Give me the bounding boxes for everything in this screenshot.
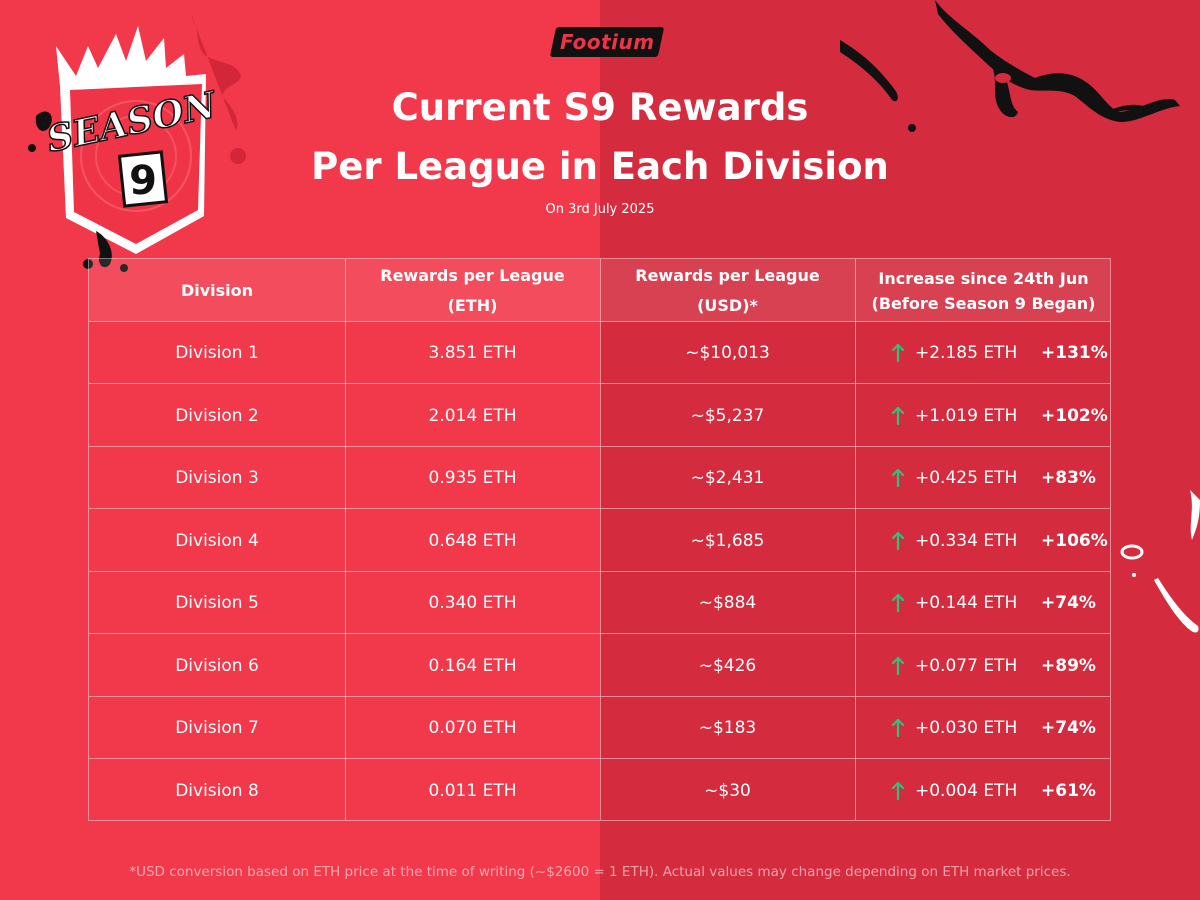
arrow-up-icon xyxy=(891,718,905,738)
table-row: Division 2 2.014 ETH ~$5,237 +1.019 ETH +102… xyxy=(89,385,1110,447)
date-subtitle: On 3rd July 2025 xyxy=(545,202,655,217)
increase-cell: +0.144 ETH +74% xyxy=(855,572,1112,634)
increase-eth: +0.334 ETH xyxy=(915,530,1018,551)
division-cell: Division 8 xyxy=(175,780,259,801)
eth-reward-cell: 0.648 ETH xyxy=(428,530,517,551)
increase-eth: +1.019 ETH xyxy=(915,405,1018,426)
increase-percent: +102% xyxy=(1041,405,1108,426)
increase-cell: +1.019 ETH +102% xyxy=(855,385,1112,447)
increase-cell: +0.004 ETH +61% xyxy=(855,760,1112,822)
eth-reward-cell: 0.340 ETH xyxy=(428,593,517,613)
increase-eth: +0.077 ETH xyxy=(915,655,1018,676)
increase-percent: +131% xyxy=(1041,343,1108,363)
increase-cell: +0.030 ETH +74% xyxy=(855,697,1112,759)
table-row: Division 8 0.011 ETH ~$30 +0.004 ETH +61% xyxy=(89,760,1110,822)
table-row: Division 4 0.648 ETH ~$1,685 +0.334 ETH +106… xyxy=(89,510,1110,572)
usd-reward-cell: ~$30 xyxy=(704,780,751,801)
division-cell: Division 3 xyxy=(175,468,259,488)
division-cell: Division 1 xyxy=(175,343,259,363)
table-row: Division 1 3.851 ETH ~$10,013 +2.185 ETH +13… xyxy=(89,322,1110,384)
table-row: Division 7 0.070 ETH ~$183 +0.030 ETH +74% xyxy=(89,697,1110,759)
logo-text: Footium xyxy=(559,30,655,54)
footium-logo: Footium xyxy=(549,27,665,57)
eth-reward-cell: 2.014 ETH xyxy=(428,405,517,426)
increase-eth: +0.425 ETH xyxy=(915,468,1018,488)
eth-reward-cell: 3.851 ETH xyxy=(428,343,517,363)
page-title-line2: Per League in Each Division xyxy=(311,145,889,188)
increase-percent: +89% xyxy=(1041,655,1096,676)
header-usd: Rewards per League (USD)* xyxy=(600,259,855,322)
arrow-up-icon xyxy=(891,343,905,363)
usd-reward-cell: ~$2,431 xyxy=(690,468,765,488)
header-increase-note: (Before Season 9 Began) xyxy=(871,293,1096,313)
division-cell: Division 4 xyxy=(175,530,259,551)
arrow-up-icon xyxy=(891,468,905,488)
increase-percent: +83% xyxy=(1041,468,1096,488)
header-division-label: Division xyxy=(180,281,254,300)
header-increase: Increase since 24th Jun (Before Season 9… xyxy=(855,259,1112,322)
column-divider xyxy=(345,259,346,820)
usd-reward-cell: ~$1,685 xyxy=(690,530,765,551)
column-divider xyxy=(855,259,856,820)
division-cell: Division 7 xyxy=(175,718,259,738)
usd-reward-cell: ~$5,237 xyxy=(690,405,765,426)
usd-reward-cell: ~$884 xyxy=(698,593,757,613)
eth-reward-cell: 0.935 ETH xyxy=(428,468,517,488)
eth-reward-cell: 0.011 ETH xyxy=(428,780,517,801)
header-eth-label: Rewards per League xyxy=(380,266,565,286)
usd-reward-cell: ~$426 xyxy=(698,655,757,676)
arrow-up-icon xyxy=(891,656,905,675)
table-header: Division Rewards per League (ETH) Reward… xyxy=(89,259,1110,322)
column-divider xyxy=(600,259,601,820)
arrow-up-icon xyxy=(891,406,905,425)
increase-percent: +74% xyxy=(1041,718,1096,738)
arrow-up-icon xyxy=(891,781,905,800)
increase-eth: +0.144 ETH xyxy=(915,593,1018,613)
table-row: Division 5 0.340 ETH ~$884 +0.144 ETH +74% xyxy=(89,572,1110,634)
increase-eth: +0.004 ETH xyxy=(915,780,1018,801)
footnote: *USD conversion based on ETH price at th… xyxy=(129,864,1071,880)
badge-number-text: 9 xyxy=(129,158,157,204)
division-cell: Division 5 xyxy=(175,593,259,613)
increase-percent: +106% xyxy=(1041,530,1108,551)
usd-reward-cell: ~$10,013 xyxy=(685,343,770,363)
header-usd-unit: (USD)* xyxy=(697,295,758,315)
header-usd-label: Rewards per League xyxy=(635,266,820,286)
season-badge: SEASON 9 xyxy=(28,14,246,272)
increase-cell: +2.185 ETH +131% xyxy=(855,322,1112,384)
ink-splatter-right xyxy=(1120,490,1200,633)
header-eth: Rewards per League (ETH) xyxy=(345,259,600,322)
rewards-table: Division Rewards per League (ETH) Reward… xyxy=(88,258,1111,821)
increase-cell: +0.425 ETH +83% xyxy=(855,447,1112,509)
background-right xyxy=(600,0,1200,900)
table-row: Division 6 0.164 ETH ~$426 +0.077 ETH +89% xyxy=(89,635,1110,697)
increase-percent: +74% xyxy=(1041,593,1096,613)
page-title-line1: Current S9 Rewards xyxy=(391,86,809,129)
increase-percent: +61% xyxy=(1041,780,1096,801)
ink-splatter-top-right xyxy=(840,0,1180,132)
increase-cell: +0.077 ETH +89% xyxy=(855,635,1112,697)
division-cell: Division 6 xyxy=(175,655,259,676)
usd-reward-cell: ~$183 xyxy=(698,718,757,738)
increase-eth: +2.185 ETH xyxy=(915,343,1018,363)
table-row: Division 3 0.935 ETH ~$2,431 +0.425 ETH +83% xyxy=(89,447,1110,509)
header-division: Division xyxy=(89,259,345,322)
increase-eth: +0.030 ETH xyxy=(915,718,1018,738)
header-eth-unit: (ETH) xyxy=(447,295,498,315)
increase-cell: +0.334 ETH +106% xyxy=(855,510,1112,572)
arrow-up-icon xyxy=(891,593,905,613)
eth-reward-cell: 0.164 ETH xyxy=(428,655,517,676)
header-increase-label: Increase since 24th Jun xyxy=(878,268,1089,288)
division-cell: Division 2 xyxy=(175,405,259,426)
arrow-up-icon xyxy=(891,531,905,550)
eth-reward-cell: 0.070 ETH xyxy=(428,718,517,738)
